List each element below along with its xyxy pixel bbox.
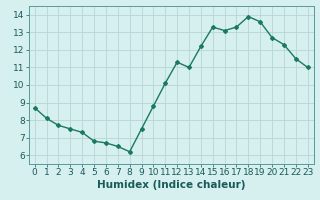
X-axis label: Humidex (Indice chaleur): Humidex (Indice chaleur): [97, 180, 245, 190]
